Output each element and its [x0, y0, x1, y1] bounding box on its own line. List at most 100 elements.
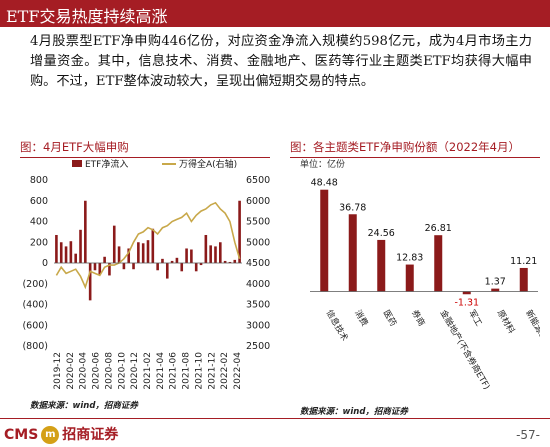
x-tick-label: 2020-02 — [66, 352, 76, 390]
etf-flow-bar — [156, 263, 159, 271]
left-chart-title: 图：4月ETF大幅申购 — [20, 139, 270, 158]
theme-value-label: 12.83 — [396, 253, 423, 264]
right-y-tick: 2500 — [246, 341, 270, 352]
wind-all-a-line — [55, 201, 241, 290]
etf-flow-bar — [238, 200, 241, 263]
theme-bar — [491, 288, 500, 292]
etf-flow-bar — [98, 263, 102, 275]
title-bar: ETF交易热度持续高涨 — [0, 0, 550, 27]
x-tick-label: 2020-12 — [130, 352, 140, 390]
etf-flow-bar — [122, 263, 126, 270]
etf-flow-bar — [194, 263, 198, 272]
theme-bar — [377, 239, 386, 292]
etf-flow-bar — [209, 245, 212, 263]
theme-value-label: 26.81 — [425, 223, 452, 234]
x-tick-label: 2020-10 — [117, 352, 127, 390]
page-title: ETF交易热度持续高涨 — [6, 7, 168, 26]
theme-value-label: 36.78 — [339, 202, 366, 213]
x-tick-label: 2020-06 — [92, 352, 102, 390]
theme-value-label: 1.37 — [485, 277, 506, 288]
theme-bar — [462, 291, 471, 295]
left-y-tick: (800) — [22, 341, 48, 352]
right-source: 数据来源：wind，招商证券 — [300, 407, 408, 417]
etf-flow-bar — [180, 263, 184, 272]
theme-value-label: 24.56 — [368, 228, 395, 239]
theme-bar — [405, 264, 414, 292]
left-y-tick: 800 — [30, 175, 48, 186]
etf-flow-bar — [219, 242, 222, 263]
logo-mark: m — [41, 426, 60, 444]
etf-flow-bar — [103, 256, 106, 263]
etf-flow-bar — [108, 263, 111, 276]
x-tick-label: 2019-12 — [53, 352, 63, 390]
theme-bar — [320, 189, 329, 292]
right-y-tick: 4500 — [246, 258, 270, 269]
etf-flow-bar — [170, 260, 174, 263]
theme-category-label: 信息技术 — [324, 308, 351, 343]
theme-category-label: 金融地产(不含券商ETF) — [438, 308, 493, 392]
x-tick-label: 2021-02 — [143, 352, 153, 390]
theme-category-label: 消费 — [352, 308, 370, 329]
x-tick-label: 2021-10 — [194, 352, 204, 390]
etf-flow-bar — [214, 246, 217, 263]
right-y-tick: 6000 — [246, 196, 270, 207]
right-y-tick: 3000 — [246, 320, 270, 331]
etf-flow-bar — [223, 260, 227, 263]
right-y-tick: 6500 — [246, 175, 270, 186]
x-tick-label: 2021-06 — [169, 352, 179, 390]
theme-bar — [434, 235, 443, 292]
right-y-tick: 3500 — [246, 300, 270, 311]
theme-value-label: -1.31 — [454, 297, 479, 308]
etf-flow-bar — [59, 242, 63, 263]
x-tick-label: 2022-04 — [233, 352, 243, 390]
legend-bar-label: ETF净流入 — [85, 158, 128, 170]
etf-flow-bar — [74, 253, 77, 263]
left-y-tick: (600) — [22, 320, 48, 331]
left-y-tick: (200) — [22, 279, 48, 290]
etf-flow-bar — [117, 246, 121, 263]
etf-flow-bar — [151, 228, 155, 263]
legend-line-label: 万得全A(右轴) — [179, 158, 237, 170]
etf-flow-bar — [93, 263, 97, 271]
etf-flow-bar — [228, 261, 232, 263]
left-y-tick: 600 — [30, 196, 48, 207]
x-tick-label: 2021-08 — [182, 352, 192, 390]
theme-etf-chart: 48.48 36.78 24.56 12.83 26.81 -1.31 1.37 11.21 信… — [310, 178, 540, 392]
etf-flow-bar — [64, 246, 68, 263]
body-paragraph: 4月股票型ETF净申购446亿份，对应资金净流入规模约598亿元，成为4月市场主… — [30, 34, 532, 89]
etf-flow-chart: ETF净流入 万得全A(右轴) 800 600 400 200 0 (200) (400) (60… — [22, 158, 270, 390]
theme-category-label: 券商 — [409, 308, 427, 328]
etf-flow-bar — [185, 248, 188, 263]
etf-flow-bar — [204, 234, 208, 263]
etf-flow-bar — [127, 248, 131, 263]
etf-flow-bar — [199, 263, 203, 266]
x-tick-label: 2021-04 — [156, 352, 166, 390]
theme-category-label: 原材料 — [495, 308, 518, 336]
footer-divider — [0, 418, 550, 419]
etf-flow-bar — [175, 257, 179, 263]
etf-flow-bar — [141, 243, 145, 263]
etf-flow-bar — [146, 240, 150, 263]
etf-flow-bar — [112, 225, 116, 263]
right-y-tick: 4000 — [246, 279, 270, 290]
x-tick-label: 2021-12 — [207, 352, 217, 390]
theme-category-label: 军工 — [466, 309, 483, 329]
left-y-tick: 200 — [30, 237, 48, 248]
etf-flow-bar — [132, 263, 135, 270]
theme-value-label: 48.48 — [311, 178, 338, 189]
logo-text: CMS — [4, 427, 39, 443]
etf-flow-bar — [84, 200, 87, 263]
x-tick-label: 2022-02 — [220, 352, 230, 390]
etf-flow-bar — [233, 259, 237, 263]
theme-value-label: 11.21 — [510, 256, 537, 267]
etf-flow-bar — [55, 234, 58, 263]
etf-flow-bar — [165, 263, 169, 279]
right-y-tick: 5500 — [246, 217, 270, 228]
left-y-tick: 400 — [30, 217, 48, 228]
theme-bar — [348, 214, 357, 292]
logo-cn: 招商证券 — [62, 427, 119, 443]
left-y-tick: 0 — [42, 258, 48, 269]
etf-flow-bar — [69, 241, 73, 263]
x-tick-label: 2020-04 — [79, 352, 89, 390]
left-y-tick: (400) — [22, 300, 48, 311]
